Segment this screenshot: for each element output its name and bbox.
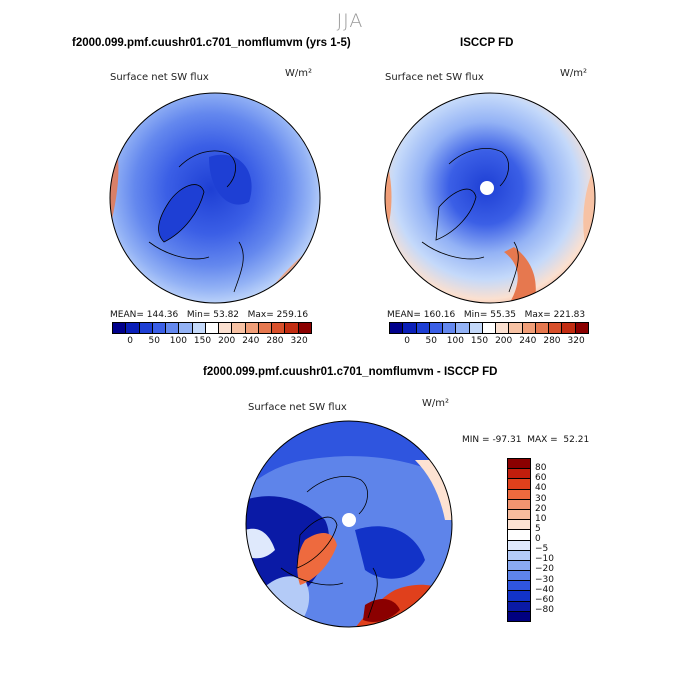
colorbar-swatch — [508, 479, 530, 490]
panel-3-title: f2000.099.pmf.cuushr01.c701_nomflumvm - … — [203, 366, 498, 378]
colorbar-swatch — [429, 323, 444, 333]
panel-1-stats: MEAN= 144.36 Min= 53.82 Max= 259.16 — [110, 310, 309, 320]
panel-1-field-label: Surface net SW flux — [110, 72, 209, 83]
colorbar-tick-label: 20 — [535, 503, 547, 514]
colorbar-tick-label: 150 — [193, 336, 212, 346]
colorbar-swatch — [508, 571, 530, 582]
panel-1-colorbar — [112, 322, 312, 334]
colorbar-tick-label: −30 — [535, 574, 554, 585]
colorbar-swatch — [508, 489, 530, 500]
panel-3-stats: MIN = -97.31 MAX = 52.21 — [462, 435, 590, 445]
colorbar-tick-label: 280 — [266, 336, 284, 346]
panel-1-colorbar-ticks: 0 50 100 150 200 240 280 320 — [112, 336, 310, 348]
colorbar-swatch — [508, 499, 530, 510]
colorbar-tick-label: −40 — [535, 584, 554, 595]
colorbar-swatch — [508, 611, 530, 621]
colorbar-tick-label: 100 — [446, 336, 464, 346]
colorbar-tick-label: 200 — [495, 336, 513, 346]
colorbar-swatch — [508, 591, 530, 602]
colorbar-swatch — [549, 323, 563, 333]
colorbar-swatch — [152, 323, 167, 333]
colorbar-swatch — [508, 520, 530, 531]
colorbar-tick-label: −80 — [535, 604, 554, 615]
panel-2-title: ISCCP FD — [460, 37, 514, 49]
colorbar-tick-label: 60 — [535, 473, 547, 484]
panel-1-map — [109, 92, 321, 304]
colorbar-tick-label: −20 — [535, 564, 554, 575]
colorbar-tick-label: 240 — [519, 336, 537, 346]
colorbar-tick-label: −10 — [535, 554, 554, 565]
colorbar-swatch — [522, 323, 536, 333]
colorbar-swatch — [508, 581, 530, 592]
colorbar-tick-label: −5 — [535, 544, 549, 555]
colorbar-swatch — [508, 601, 530, 612]
colorbar-swatch — [508, 469, 530, 480]
colorbar-tick-label: 30 — [535, 493, 547, 504]
colorbar-swatch — [192, 323, 206, 333]
colorbar-swatch — [205, 323, 220, 333]
panel-3-units: W/m² — [422, 398, 450, 409]
panel-2-map — [384, 92, 596, 304]
colorbar-swatch — [126, 323, 140, 333]
colorbar-tick-label: 320 — [290, 336, 308, 346]
colorbar-tick-label: 80 — [535, 463, 547, 474]
colorbar-swatch — [496, 323, 510, 333]
colorbar-swatch — [285, 323, 299, 333]
panel-3-map — [245, 420, 453, 628]
colorbar-tick-label: 0 — [127, 336, 133, 346]
colorbar-swatch — [258, 323, 273, 333]
colorbar-swatch — [232, 323, 246, 333]
panel-2-stats: MEAN= 160.16 Min= 55.35 Max= 221.83 — [387, 310, 586, 320]
colorbar-swatch — [535, 323, 550, 333]
colorbar-tick-label: 50 — [148, 336, 160, 346]
panel-1-title: f2000.099.pmf.cuushr01.c701_nomflumvm (y… — [72, 37, 351, 49]
colorbar-tick-label: 100 — [169, 336, 187, 346]
colorbar-swatch — [166, 323, 180, 333]
colorbar-swatch — [482, 323, 497, 333]
panel-1-units: W/m² — [285, 68, 313, 79]
colorbar-swatch — [562, 323, 576, 333]
colorbar-swatch — [416, 323, 430, 333]
colorbar-swatch — [509, 323, 523, 333]
colorbar-tick-label: 0 — [404, 336, 410, 346]
colorbar-tick-label: −60 — [535, 594, 554, 605]
colorbar-tick-label: 320 — [567, 336, 585, 346]
colorbar-tick-label: 150 — [470, 336, 489, 346]
colorbar-swatch — [508, 560, 530, 572]
colorbar-swatch — [575, 323, 588, 333]
colorbar-swatch — [139, 323, 153, 333]
colorbar-swatch — [508, 530, 530, 541]
colorbar-tick-label: 200 — [218, 336, 236, 346]
colorbar-swatch — [272, 323, 286, 333]
panel-3-colorbar — [507, 458, 531, 622]
panel-2-colorbar — [389, 322, 589, 334]
colorbar-swatch — [469, 323, 483, 333]
colorbar-tick-label: 40 — [535, 483, 547, 494]
colorbar-swatch — [443, 323, 457, 333]
colorbar-swatch — [245, 323, 259, 333]
colorbar-swatch — [113, 323, 127, 333]
panel-3-colorbar-ticks: 80 60 40 30 20 10 5 0 −5 −10 −20 −30 −40 −60 −80 — [535, 458, 565, 622]
panel-2-field-label: Surface net SW flux — [385, 72, 484, 83]
colorbar-tick-label: 0 — [535, 534, 541, 544]
colorbar-swatch — [456, 323, 470, 333]
colorbar-tick-label: 50 — [425, 336, 437, 346]
colorbar-swatch — [298, 323, 311, 333]
panel-2-units: W/m² — [560, 68, 588, 79]
colorbar-swatch — [508, 509, 530, 521]
season-title: JJA — [336, 10, 364, 32]
panel-2-colorbar-ticks: 0 50 100 150 200 240 280 320 — [389, 336, 587, 348]
colorbar-tick-label: 5 — [535, 523, 541, 534]
colorbar-tick-label: 10 — [535, 513, 547, 524]
colorbar-swatch — [508, 459, 530, 470]
colorbar-swatch — [219, 323, 233, 333]
colorbar-swatch — [508, 550, 530, 561]
panel-3-field-label: Surface net SW flux — [248, 402, 347, 413]
colorbar-swatch — [179, 323, 193, 333]
colorbar-tick-label: 280 — [543, 336, 561, 346]
colorbar-swatch — [403, 323, 417, 333]
colorbar-swatch — [508, 540, 530, 551]
colorbar-tick-label: 240 — [242, 336, 260, 346]
colorbar-swatch — [390, 323, 404, 333]
